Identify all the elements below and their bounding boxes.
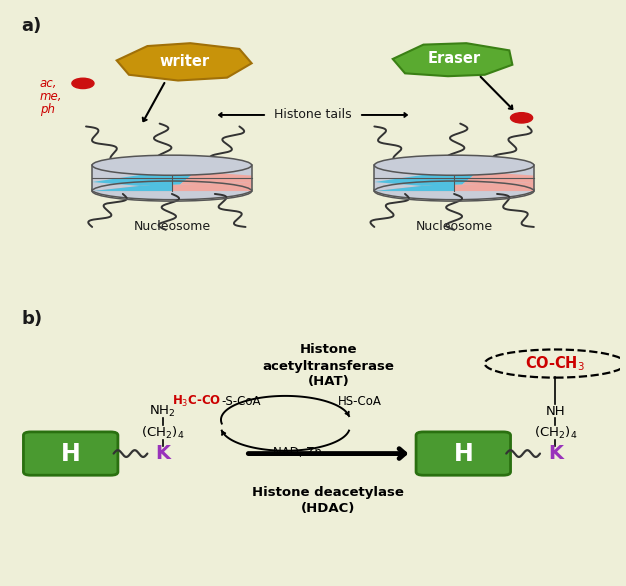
Text: ph: ph: [40, 103, 55, 115]
FancyBboxPatch shape: [23, 432, 118, 475]
Text: H: H: [453, 442, 473, 465]
Text: (HAT): (HAT): [307, 376, 349, 389]
Text: Histone: Histone: [300, 343, 357, 356]
Text: CO-CH$_3$: CO-CH$_3$: [525, 354, 585, 373]
Text: Nucleosome: Nucleosome: [416, 220, 493, 233]
Text: (CH$_2$)$_4$: (CH$_2$)$_4$: [141, 424, 185, 441]
Text: b): b): [21, 310, 43, 328]
Circle shape: [72, 78, 94, 88]
Polygon shape: [374, 165, 534, 191]
Text: (CH$_2$)$_4$: (CH$_2$)$_4$: [533, 424, 577, 441]
Polygon shape: [92, 165, 252, 191]
Text: Eraser: Eraser: [428, 52, 481, 66]
Text: NAD, Zn: NAD, Zn: [273, 446, 322, 459]
Text: HS-CoA: HS-CoA: [337, 395, 381, 408]
Text: acetyltransferase: acetyltransferase: [262, 360, 394, 373]
Polygon shape: [374, 171, 478, 186]
Polygon shape: [92, 183, 172, 191]
Text: Histone deacetylase: Histone deacetylase: [252, 486, 404, 499]
Text: NH: NH: [545, 405, 565, 418]
Text: Nucleosome: Nucleosome: [133, 220, 210, 233]
Text: me,: me,: [40, 90, 63, 103]
Text: K: K: [548, 444, 563, 463]
Text: -S-CoA: -S-CoA: [221, 395, 260, 408]
Ellipse shape: [374, 155, 534, 175]
Polygon shape: [180, 172, 252, 185]
Text: Histone tails: Histone tails: [274, 108, 352, 121]
Polygon shape: [393, 43, 513, 76]
Text: writer: writer: [159, 54, 209, 69]
Circle shape: [511, 113, 533, 123]
Text: K: K: [155, 444, 170, 463]
Text: H: H: [61, 442, 81, 465]
FancyBboxPatch shape: [416, 432, 511, 475]
Polygon shape: [116, 43, 252, 80]
Text: H$_3$C-CO: H$_3$C-CO: [172, 394, 221, 409]
Polygon shape: [374, 183, 454, 191]
Polygon shape: [92, 171, 196, 186]
Polygon shape: [374, 182, 534, 191]
Polygon shape: [462, 172, 534, 185]
Ellipse shape: [92, 179, 252, 200]
Text: ac,: ac,: [40, 77, 58, 90]
Text: NH$_2$: NH$_2$: [150, 404, 176, 419]
Ellipse shape: [92, 155, 252, 175]
Polygon shape: [92, 182, 252, 191]
Ellipse shape: [374, 179, 534, 200]
Text: (HDAC): (HDAC): [301, 502, 356, 515]
Text: a): a): [21, 18, 42, 35]
